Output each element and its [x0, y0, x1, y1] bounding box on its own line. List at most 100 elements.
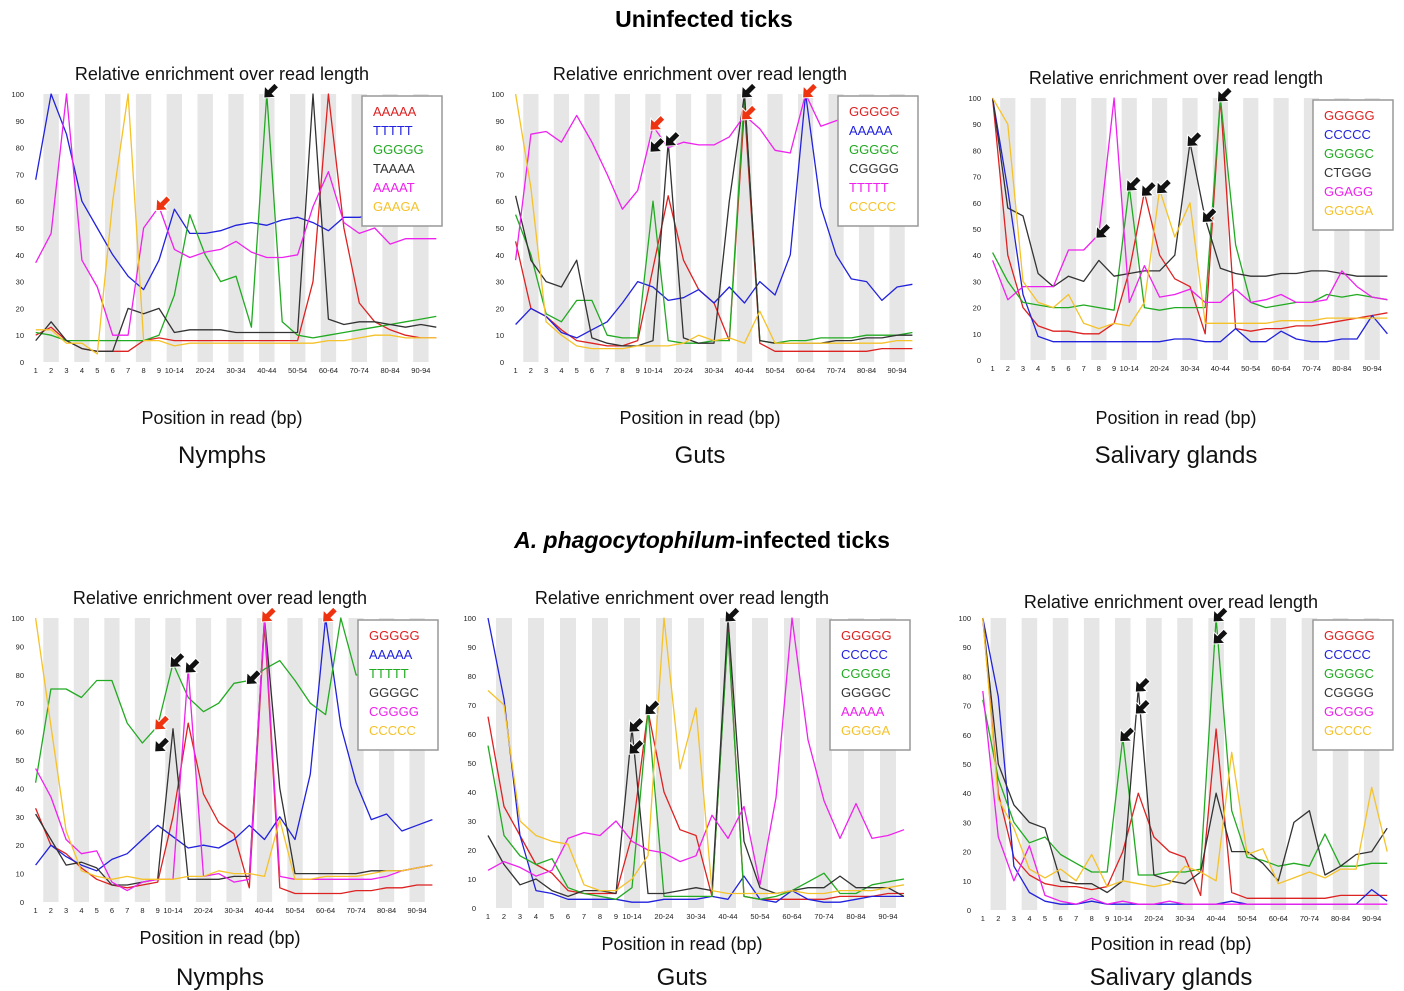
- x-tick-label: 10-14: [1113, 914, 1132, 923]
- column-stripe: [317, 618, 334, 902]
- y-tick-label: 10: [468, 875, 476, 884]
- legend-entry: GGGGG: [369, 628, 420, 643]
- annotation-arrow: [649, 114, 666, 131]
- y-tick-label: 60: [496, 197, 504, 206]
- x-tick-label: 5: [95, 906, 99, 915]
- legend-entry: AAAAA: [849, 123, 893, 138]
- x-tick-label: 9: [156, 906, 160, 915]
- column-stripe: [1152, 98, 1168, 360]
- y-tick-label: 90: [16, 642, 24, 651]
- x-tick-label: 8: [141, 366, 145, 375]
- x-tick-label: 30-34: [224, 906, 243, 915]
- y-tick-label: 30: [468, 817, 476, 826]
- column-stripe: [592, 618, 608, 908]
- y-tick-label: 70: [973, 173, 981, 182]
- series-line: [992, 97, 1388, 311]
- x-tick-label: 20-24: [196, 366, 215, 375]
- chart-panel: 0 10 20 30 40 50 60 70 80 90 100 1 2 3 4 5 6 7 8 9 10-14 20-2…: [491, 64, 920, 469]
- annotation-arrow: [724, 606, 741, 623]
- arrow-shape: [724, 606, 741, 623]
- x-tick-label: 60-64: [1269, 914, 1288, 923]
- x-tick-label: 2: [502, 912, 506, 921]
- arrow-shape: [1140, 180, 1157, 197]
- y-tick-label: 100: [491, 90, 504, 99]
- panel-caption: Guts: [675, 442, 726, 469]
- annotation-arrow: [1156, 178, 1173, 195]
- x-tick-label: 90-94: [1363, 364, 1382, 373]
- legend-entry: GGGGA: [1324, 203, 1373, 218]
- x-tick-label: 7: [605, 366, 609, 375]
- x-tick-label: 3: [1012, 914, 1016, 923]
- column-stripe: [1030, 98, 1046, 360]
- column-stripe: [797, 94, 814, 362]
- annotation-arrow: [1216, 86, 1233, 103]
- column-stripe: [688, 618, 704, 908]
- column-stripe: [320, 94, 337, 362]
- x-tick-label: 7: [1074, 914, 1078, 923]
- y-tick-label: 40: [973, 251, 981, 260]
- x-tick-label: 10-14: [622, 912, 641, 921]
- arrow-shape: [740, 104, 758, 121]
- legend-entry: GGGGC: [1324, 666, 1374, 681]
- arrow-shape: [245, 668, 262, 686]
- legend-entry: TAAAA: [373, 161, 415, 176]
- annotation-arrow: [649, 136, 666, 153]
- column-stripe: [528, 618, 544, 908]
- x-tick-label: 9: [1105, 914, 1109, 923]
- x-tick-label: 50-54: [1241, 364, 1260, 373]
- x-tick-label: 2: [49, 366, 53, 375]
- x-tick-label: 6: [110, 906, 114, 915]
- series-line: [515, 93, 913, 339]
- x-tick-label: 80-84: [1331, 914, 1350, 923]
- x-tick-label: 80-84: [377, 906, 396, 915]
- y-tick-label: 80: [16, 144, 24, 153]
- column-stripe: [584, 94, 600, 362]
- x-tick-label: 6: [111, 366, 115, 375]
- arrow-shape: [322, 606, 339, 623]
- arrow-shape: [155, 195, 172, 212]
- x-tick-label: 2: [996, 914, 1000, 923]
- column-stripe: [105, 94, 121, 362]
- annotation-arrow: [263, 82, 280, 99]
- y-tick-label: 50: [16, 224, 24, 233]
- top-section-title: Uninfected ticks: [615, 6, 793, 32]
- y-tick-label: 80: [496, 144, 504, 153]
- column-stripe: [73, 618, 90, 902]
- y-tick-label: 40: [496, 251, 504, 260]
- column-stripe: [1146, 618, 1162, 910]
- x-tick-label: 3: [64, 906, 68, 915]
- y-tick-label: 20: [16, 304, 24, 313]
- annotation-arrow: [245, 668, 262, 686]
- y-tick-label: 20: [496, 304, 504, 313]
- column-stripe: [1083, 618, 1100, 910]
- series-line: [35, 617, 433, 892]
- annotation-arrow: [1119, 726, 1136, 743]
- series-line: [487, 617, 905, 895]
- series-line: [982, 617, 1388, 876]
- chart-panel: 0 10 20 30 40 50 60 70 80 90 100 1 2 3 4 5 6 7 8 9 10-14 20-2…: [11, 588, 440, 991]
- legend-box: [837, 95, 919, 227]
- series-line: [35, 93, 437, 352]
- y-tick-label: 0: [977, 356, 981, 365]
- x-tick-label: 3: [544, 366, 548, 375]
- y-tick-label: 90: [963, 643, 971, 652]
- arrow-shape: [802, 82, 819, 99]
- column-stripe: [553, 94, 570, 362]
- x-tick-label: 80-84: [857, 366, 876, 375]
- legend-entry: CGGGG: [849, 161, 899, 176]
- column-stripe: [752, 618, 768, 908]
- y-tick-label: 80: [973, 146, 981, 155]
- column-stripe: [226, 618, 242, 902]
- x-tick-label: 2: [49, 906, 53, 915]
- x-tick-label: 7: [125, 906, 129, 915]
- legend-entry: GGGGC: [841, 685, 891, 700]
- x-tick-label: 50-54: [765, 366, 784, 375]
- arrow-shape: [1134, 698, 1151, 715]
- x-tick-label: 7: [582, 912, 586, 921]
- annotation-arrow: [155, 195, 172, 212]
- legend-entry: GCGGG: [1324, 704, 1374, 719]
- series-line: [991, 97, 1388, 304]
- y-tick-label: 30: [16, 278, 24, 287]
- series-line: [487, 631, 905, 900]
